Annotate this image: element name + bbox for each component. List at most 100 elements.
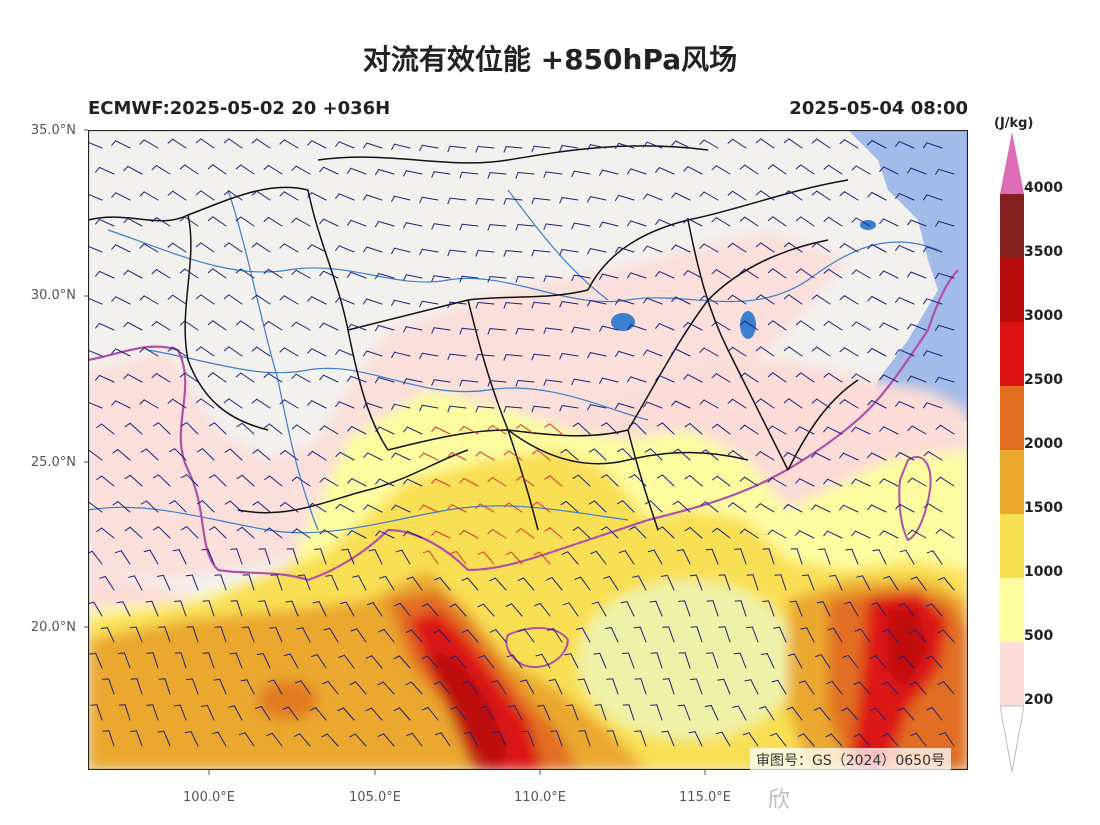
wind-barb-staff bbox=[639, 626, 647, 643]
wind-barb-staff bbox=[724, 626, 731, 643]
wind-barb-staff bbox=[517, 276, 535, 279]
wind-barb-feather bbox=[600, 526, 608, 531]
wind-barb-staff bbox=[135, 626, 143, 643]
axis-ticks bbox=[84, 129, 706, 775]
wind-barb-staff bbox=[411, 732, 423, 747]
wind-barb-staff bbox=[256, 138, 271, 149]
wind-barb-feather bbox=[783, 398, 790, 404]
wind-barb-feather bbox=[632, 575, 639, 578]
wind-barb-feather bbox=[395, 549, 403, 553]
wind-barb-feather bbox=[256, 653, 264, 656]
wind-barb-staff bbox=[174, 448, 187, 461]
wind-barb-feather bbox=[393, 655, 400, 660]
wind-barb-staff bbox=[207, 548, 215, 565]
wind-barb-staff bbox=[816, 138, 831, 149]
wind-barb-staff bbox=[580, 576, 591, 591]
wind-barb-staff bbox=[350, 219, 367, 227]
wind-barb-staff bbox=[628, 652, 635, 669]
wind-barb-feather bbox=[123, 321, 129, 328]
wind-barb-feather bbox=[447, 249, 451, 257]
wind-barb-staff bbox=[712, 652, 719, 669]
wind-barb-feather bbox=[269, 626, 277, 629]
wind-barb-feather bbox=[264, 527, 270, 533]
wind-barb-staff bbox=[898, 193, 915, 201]
wind-barb-feather bbox=[235, 372, 242, 378]
wind-barb-staff bbox=[855, 478, 871, 487]
wind-barb-staff bbox=[122, 601, 131, 617]
wind-barb-staff bbox=[172, 294, 187, 305]
wind-barb-feather bbox=[755, 346, 762, 352]
wind-barb-feather bbox=[839, 452, 844, 459]
wind-barb-feather bbox=[459, 327, 463, 335]
wind-barb-staff bbox=[257, 501, 271, 513]
wind-barb-staff bbox=[898, 401, 915, 409]
wind-barb-staff bbox=[668, 626, 675, 643]
wind-barb-staff bbox=[236, 548, 243, 565]
wind-barb-feather bbox=[627, 324, 632, 331]
wind-barb-feather bbox=[112, 449, 119, 454]
wind-barb-staff bbox=[843, 347, 859, 357]
wind-barb-feather bbox=[419, 404, 423, 412]
wind-barb-staff bbox=[634, 422, 647, 435]
wind-barb-feather bbox=[571, 378, 575, 386]
wind-barb-staff bbox=[405, 326, 423, 331]
wind-barb-feather bbox=[755, 242, 762, 248]
wind-barb-staff bbox=[667, 574, 675, 591]
wind-barb-staff bbox=[421, 196, 439, 201]
wind-barb-staff bbox=[533, 197, 551, 201]
wind-barb-feather bbox=[727, 398, 734, 404]
wind-barb-feather bbox=[341, 548, 349, 551]
wind-barb-feather bbox=[867, 296, 873, 302]
wind-barb-feather bbox=[111, 140, 117, 146]
lon-label-105: 105.0°E bbox=[349, 790, 401, 805]
wind-barb-feather bbox=[223, 294, 230, 300]
wind-barb-feather bbox=[795, 372, 802, 378]
wind-barb-staff bbox=[477, 146, 495, 149]
wind-barb-staff bbox=[602, 273, 619, 279]
wind-barb-feather bbox=[263, 216, 269, 222]
wind-barb-feather bbox=[235, 320, 242, 326]
wind-barb-feather bbox=[477, 603, 484, 608]
wind-barb-feather bbox=[291, 269, 297, 275]
wind-barb-feather bbox=[643, 297, 648, 304]
wind-barb-staff bbox=[240, 268, 255, 279]
wind-barb-staff bbox=[248, 626, 255, 643]
wind-barb-feather bbox=[477, 551, 485, 555]
wind-barb-staff bbox=[433, 275, 451, 279]
wind-barb-staff bbox=[568, 602, 579, 617]
wind-barb-staff bbox=[849, 601, 859, 617]
wind-barb-feather bbox=[795, 164, 802, 170]
wind-barb-feather bbox=[123, 269, 129, 276]
wind-barb-feather bbox=[783, 190, 790, 196]
wind-barb-feather bbox=[907, 529, 913, 535]
wind-barb-feather bbox=[167, 190, 174, 196]
wind-barb-feather bbox=[629, 422, 636, 427]
wind-barb-feather bbox=[531, 353, 535, 361]
wind-barb-feather bbox=[811, 504, 817, 511]
wind-barb-staff bbox=[323, 218, 339, 227]
wind-barb-staff bbox=[927, 503, 943, 513]
wind-barb-staff bbox=[715, 321, 731, 331]
wind-barb-feather bbox=[124, 474, 131, 480]
wind-barb-staff bbox=[843, 504, 859, 513]
wind-barb-feather bbox=[363, 402, 368, 409]
wind-barb-feather bbox=[506, 654, 514, 658]
wind-barb-staff bbox=[338, 193, 355, 201]
wind-barb-feather bbox=[181, 474, 188, 479]
wind-barb-feather bbox=[347, 530, 353, 536]
wind-barb-staff bbox=[871, 296, 887, 305]
wind-barb-feather bbox=[311, 654, 318, 657]
colorbar-tick-3000: 3000 bbox=[1024, 308, 1063, 324]
wind-barb-staff bbox=[469, 731, 479, 747]
wind-barb-staff bbox=[88, 501, 103, 513]
wind-barb-feather bbox=[279, 243, 285, 249]
wind-barb-staff bbox=[705, 449, 719, 461]
wind-barb-staff bbox=[703, 243, 719, 253]
wind-barb-feather bbox=[618, 550, 626, 554]
wind-barb-staff bbox=[433, 223, 451, 227]
wind-barb-staff bbox=[626, 601, 635, 617]
lat-label-25: 25.0°N bbox=[30, 455, 76, 470]
wind-barb-staff bbox=[379, 478, 395, 487]
wind-barb-feather bbox=[349, 733, 356, 738]
wind-barb-staff bbox=[903, 707, 915, 721]
